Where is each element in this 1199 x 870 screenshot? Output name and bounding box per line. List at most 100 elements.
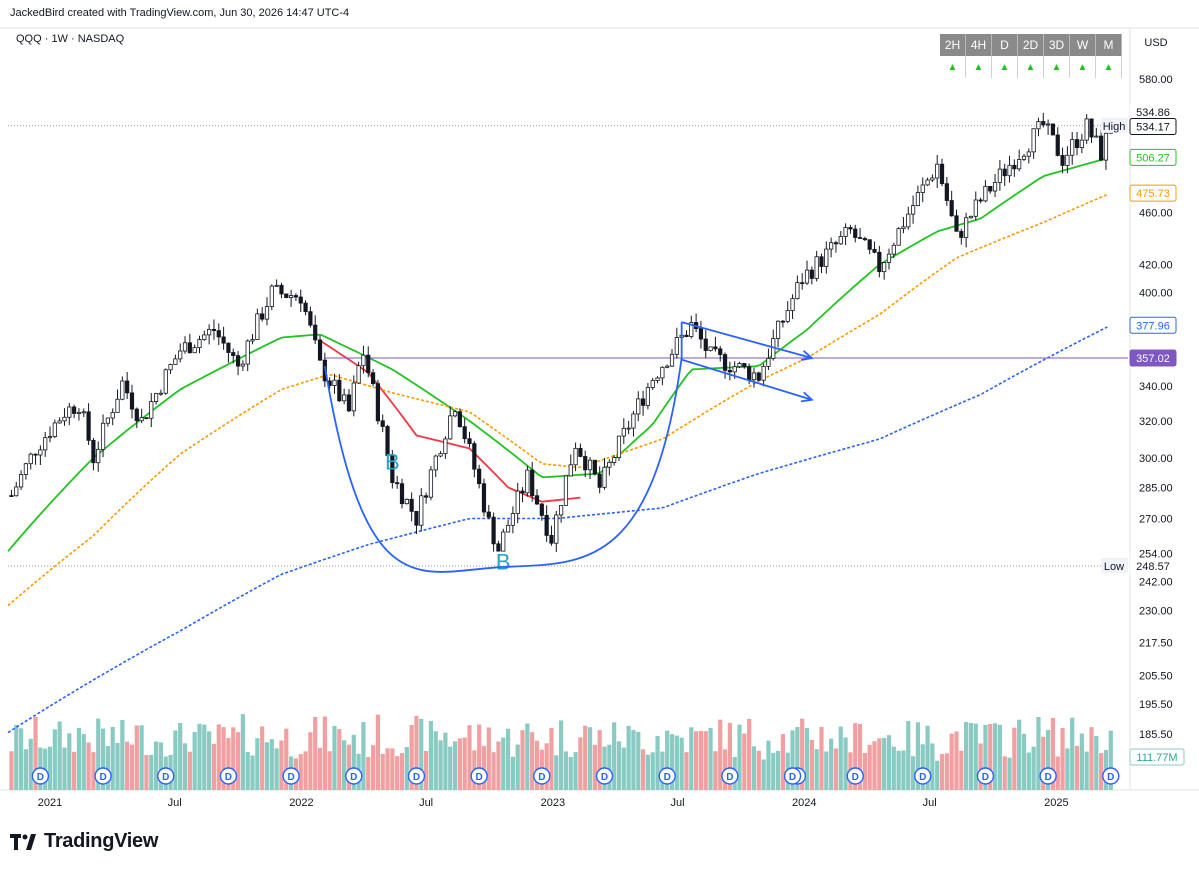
signal-up-icon: ▲ <box>992 56 1018 78</box>
volume-bar <box>978 743 983 790</box>
candle-body <box>38 449 43 456</box>
candle-body <box>997 168 1002 183</box>
candle-body <box>1012 164 1017 170</box>
volume-bar <box>467 725 472 790</box>
candle-body <box>361 354 366 367</box>
volume-bar <box>592 744 597 790</box>
candle-body <box>882 262 887 273</box>
dividend-label: D <box>287 772 294 783</box>
volume-bar <box>1041 736 1046 790</box>
candle-body <box>1060 155 1065 166</box>
extreme-tag <box>1101 558 1128 573</box>
candle-body <box>226 342 231 353</box>
timeframe-3d: 3D <box>1044 34 1070 56</box>
candle-body <box>1045 123 1051 126</box>
timeframe-signal-panel: 2H 4H D 2D 3D W M ▲ ▲ ▲ ▲ ▲ ▲ ▲ <box>940 34 1124 82</box>
candle-body <box>52 422 57 438</box>
trend-arrow <box>681 321 813 359</box>
dividend-icon <box>658 767 676 785</box>
volume-bar <box>824 751 829 790</box>
candle-body <box>785 310 790 322</box>
volume-bar <box>342 740 347 790</box>
candle-body <box>173 358 178 365</box>
volume-bar <box>727 722 732 790</box>
candle-body <box>1084 118 1089 141</box>
candle-body <box>665 365 670 368</box>
trend-arrow <box>681 358 813 401</box>
timeframe-4h: 4H <box>966 34 992 56</box>
candle-body <box>935 163 940 179</box>
time-tick-label: 2023 <box>541 797 565 809</box>
volume-bar <box>742 733 747 790</box>
volume-bar <box>134 725 139 790</box>
volume-bar <box>534 740 540 790</box>
candle-body <box>751 372 757 381</box>
candle-body <box>727 369 732 373</box>
volume-bar <box>308 732 313 790</box>
dividend-label: D <box>601 772 608 783</box>
candle-body <box>877 251 882 273</box>
volume-bar <box>260 726 265 790</box>
volume-bar <box>317 747 323 790</box>
candle-body <box>925 179 930 186</box>
candle-body <box>520 490 525 494</box>
volume-bar <box>578 737 583 790</box>
volume-bar <box>428 720 434 790</box>
volume-bar <box>1021 733 1027 790</box>
price-label-value: 534.86 <box>1136 107 1170 119</box>
candle-body <box>163 369 168 394</box>
price-label-box <box>1129 349 1177 367</box>
candle-body <box>983 185 988 202</box>
candle-body <box>737 363 742 368</box>
dividend-label: D <box>919 772 926 783</box>
candle-body <box>424 495 429 498</box>
candle-body <box>86 411 91 441</box>
candle-body <box>125 380 130 394</box>
tradingview-logo-icon <box>10 833 36 850</box>
candle-body <box>134 408 139 422</box>
signal-up-icon: ▲ <box>940 56 966 78</box>
candle-body <box>587 459 593 471</box>
volume-bar <box>96 718 101 790</box>
dividend-label: D <box>789 772 796 783</box>
candle-body <box>457 411 462 428</box>
volume-bar <box>655 735 660 790</box>
time-tick-label: 2025 <box>1044 797 1068 809</box>
volume-bar <box>882 737 887 790</box>
volume-bar <box>457 738 462 790</box>
candle-body <box>703 338 708 351</box>
volume-bar <box>775 750 781 790</box>
candle-body <box>182 342 188 352</box>
candle-body <box>332 379 337 386</box>
candle-body <box>669 353 675 367</box>
volume-bar <box>771 752 776 790</box>
volume-bar <box>573 752 578 790</box>
candle-body <box>939 163 945 185</box>
volume-bar <box>968 723 974 790</box>
candle-body <box>390 455 395 484</box>
candle-body <box>732 366 737 373</box>
candle-body <box>317 339 323 361</box>
currency-selector[interactable]: USD <box>1144 37 1168 49</box>
volume-bar <box>935 760 940 790</box>
volume-bar <box>250 755 255 790</box>
candle-body <box>414 511 419 526</box>
dividend-icon <box>407 767 426 785</box>
candle-body <box>100 422 106 450</box>
candle-body <box>395 482 400 485</box>
volume-bar <box>264 742 270 790</box>
candle-body <box>578 447 583 457</box>
volume-bar <box>115 743 120 790</box>
volume-bar <box>385 748 390 790</box>
time-tick-label: Jul <box>168 797 182 809</box>
volume-bar <box>380 754 385 790</box>
candle-body <box>800 282 805 285</box>
volume-bar <box>853 723 858 790</box>
price-label-value: 357.02 <box>1136 353 1170 365</box>
dividend-label: D <box>982 772 989 783</box>
time-tick-label: Jul <box>670 797 684 809</box>
drawing-annotations: BB <box>323 321 814 575</box>
volume-bar <box>182 743 188 790</box>
symbol-title: QQQ · 1W · NASDAQ <box>16 33 125 45</box>
